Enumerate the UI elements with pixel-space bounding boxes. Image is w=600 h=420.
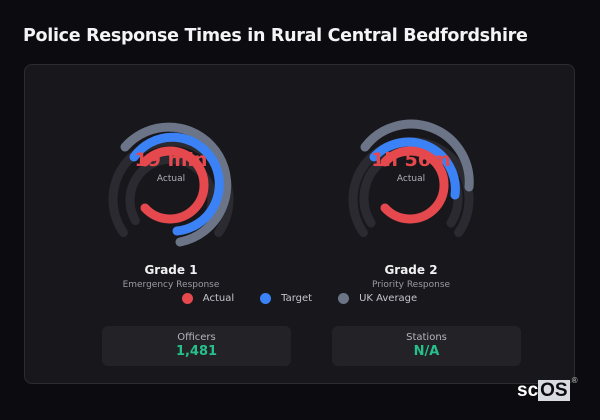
gauge-label: Grade 1	[144, 263, 198, 277]
gauge-sublabel: Emergency Response	[122, 280, 220, 290]
radial-chart-grade-2	[348, 119, 474, 238]
gauge-sublabel: Priority Response	[371, 280, 451, 290]
stat-label: Stations	[406, 332, 447, 343]
chart-legend: Actual Target UK Average	[25, 293, 574, 304]
radial-chart-grade-1	[108, 122, 234, 247]
legend-item-actual[interactable]: Actual	[181, 293, 235, 304]
legend-dot-icon	[338, 293, 350, 304]
stat-value: 1,481	[175, 344, 218, 359]
stat-officers: Officers 1,481	[102, 326, 291, 366]
gauge-value: 19 min	[134, 149, 208, 171]
gauge-value: 1h 56m	[371, 149, 451, 171]
gauge-center-label: Actual	[396, 174, 426, 184]
logo-suffix: OS	[538, 380, 570, 401]
stat-value: N/A	[413, 344, 440, 359]
chart-card: 19 min Actual Grade 1 Emergency Response	[24, 64, 575, 384]
gauge-grade-2: 1h 56m Actual Grade 2 Priority Response	[341, 115, 481, 290]
stat-stations: Stations N/A	[332, 326, 521, 366]
scos-logo: sc OS ®	[517, 376, 578, 402]
legend-dot-icon	[181, 293, 193, 304]
stat-label: Officers	[177, 332, 216, 343]
legend-item-uk-average[interactable]: UK Average	[338, 293, 417, 304]
legend-dot-icon	[260, 293, 272, 304]
legend-label: Target	[281, 293, 313, 304]
registered-mark-icon: ®	[571, 376, 578, 385]
legend-label: UK Average	[359, 293, 418, 304]
legend-item-target[interactable]: Target	[260, 293, 312, 304]
page-title: Police Response Times in Rural Central B…	[23, 26, 528, 46]
legend-label: Actual	[202, 293, 235, 304]
logo-prefix: sc	[517, 380, 539, 401]
gauge-grade-1: 19 min Actual Grade 1 Emergency Response	[101, 115, 241, 290]
gauge-label: Grade 2	[384, 263, 438, 277]
gauge-center-label: Actual	[156, 174, 186, 184]
